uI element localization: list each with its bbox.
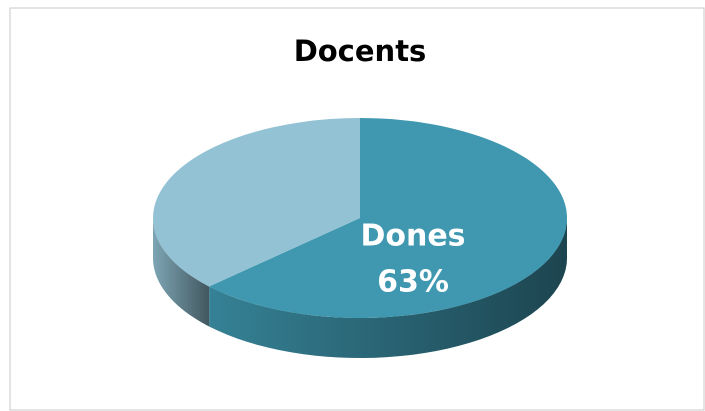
slice-side-shade [209,218,567,358]
slice-side-shade [153,218,210,327]
slice [153,118,360,287]
slice [209,118,567,318]
slice-label: Dones [360,219,465,254]
chart-title: Docents [294,34,427,68]
slice-value-label: 63% [377,265,449,300]
